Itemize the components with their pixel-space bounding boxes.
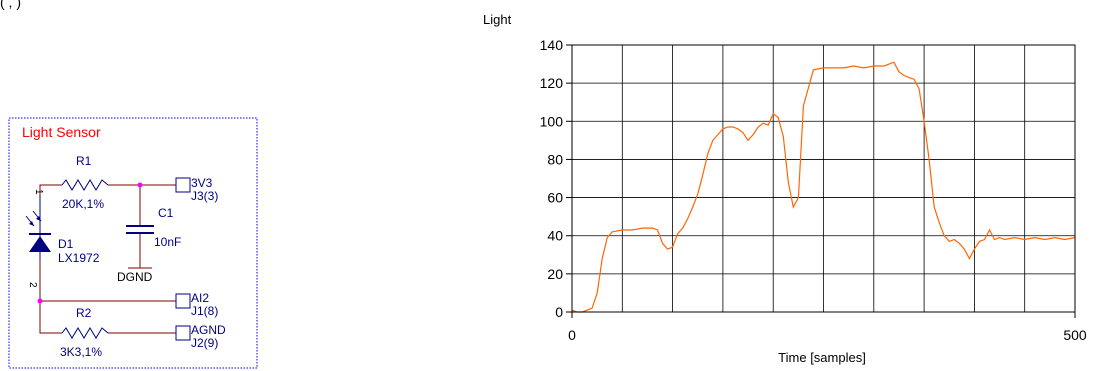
connector-ai2-pin: J1(8) [191,304,218,318]
c1-ref: C1 [158,206,174,220]
y-tick-label: 120 [540,75,564,91]
pin2-label: 2 [27,282,38,288]
d1-ref: D1 [58,237,74,251]
r1-ref: R1 [76,154,92,168]
junction-dot [137,182,143,188]
r2-value: 3K3,1% [60,345,102,359]
light-sensor-schematic: Light Sensor R1 20K,1% C1 10nF DGND 1 2 … [8,117,258,369]
x-tick-label: 500 [1063,327,1087,343]
connector-ai2-net: AI2 [191,291,209,305]
light-series-line [571,61,1076,313]
connector-ai2 [175,293,191,309]
cropped-caption-fragment: ( , ) [0,0,21,10]
y-tick-label: 140 [540,37,564,53]
connector-3v3 [175,177,191,193]
y-axis-ticks: 0 20 40 60 80 100 120 140 [540,37,572,320]
schematic-frame [8,117,258,369]
connector-agnd-pin: J2(9) [191,336,218,350]
plot-frame [571,44,1076,313]
dgnd-label: DGND [117,270,153,284]
y-tick-label: 0 [555,304,563,320]
d1-photodiode [25,195,51,258]
chart-xlabel: Time [samples] [778,350,866,365]
light-chart: Light 0 20 40 60 80 100 120 140 0 500 Time [samp… [483,12,1087,365]
chart-grid [572,45,1075,312]
connector-3v3-pin: J3(3) [191,189,218,203]
y-tick-label: 40 [547,228,563,244]
connector-agnd [175,325,191,341]
r1-resistor [61,179,109,191]
schematic-title: Light Sensor [22,124,101,140]
d1-value: LX1972 [58,251,100,265]
x-tick-label: 0 [568,327,576,343]
junction-dot [37,298,43,304]
x-axis-ticks: 0 500 [568,312,1087,343]
c1-capacitor [126,225,154,234]
c1-value: 10nF [154,235,181,249]
connector-3v3-net: 3V3 [191,176,213,190]
y-tick-label: 60 [547,190,563,206]
connector-agnd-net: AGND [191,323,226,337]
r2-resistor [61,327,109,339]
y-tick-label: 100 [540,113,564,129]
y-tick-label: 80 [547,151,563,167]
r1-value: 20K,1% [62,197,104,211]
pin1-label: 1 [33,189,44,195]
y-tick-label: 20 [547,266,563,282]
chart-ylabel: Light [483,12,512,27]
r2-ref: R2 [76,306,92,320]
